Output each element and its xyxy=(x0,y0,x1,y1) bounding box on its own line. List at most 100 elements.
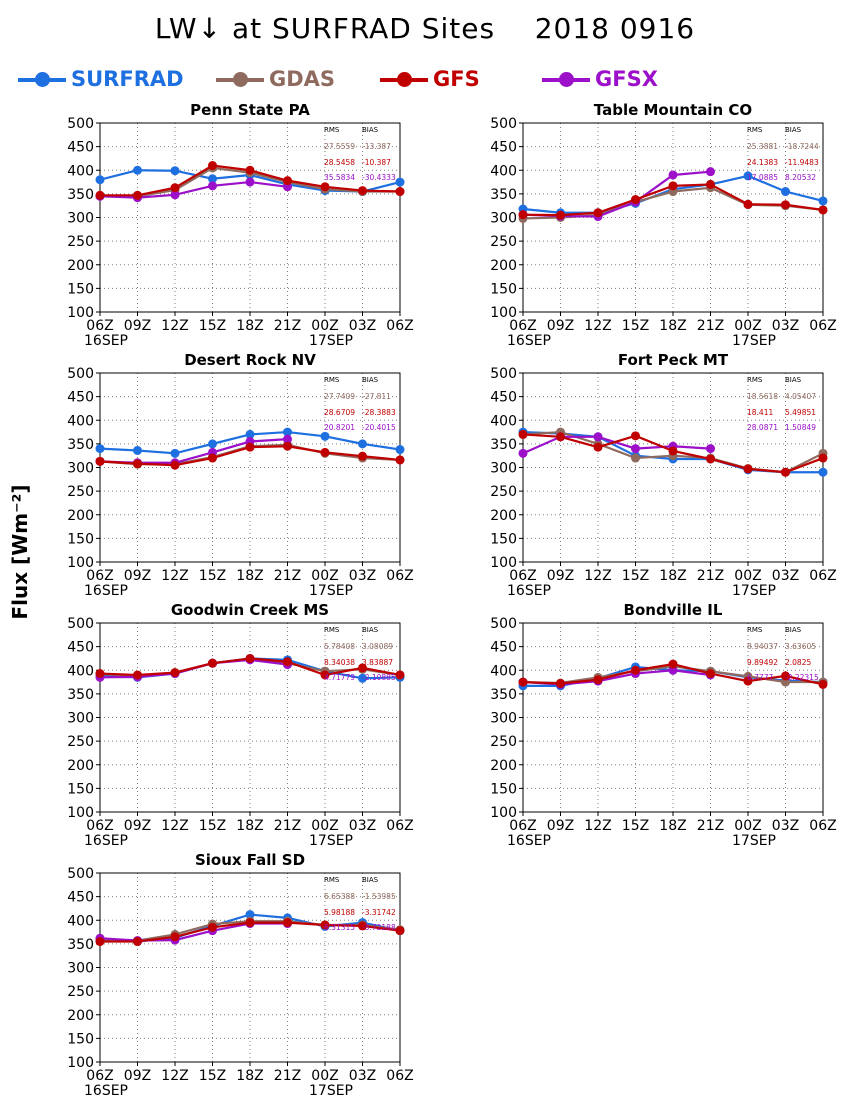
y-tick-label: 250 xyxy=(490,734,517,750)
x-tick-label: 06Z xyxy=(509,568,536,584)
data-point-surfrad xyxy=(208,439,217,449)
data-point-gfs xyxy=(208,161,217,171)
stats-rms-gfs: 5.98188 xyxy=(324,908,355,917)
y-tick-label: 250 xyxy=(490,234,517,250)
y-tick-label: 100 xyxy=(67,1055,94,1071)
stats-rms-gfsx: 28.0871 xyxy=(747,423,778,432)
x-tick-label: 12Z xyxy=(584,818,611,834)
y-tick-label: 100 xyxy=(67,805,94,821)
stats-bias-gdas: 3.08089 xyxy=(362,642,393,651)
stats-bias-gdas: 3.63605 xyxy=(785,642,816,651)
x-date-label: 16SEP xyxy=(507,833,551,849)
stats-rms-gfsx: 35.5834 xyxy=(324,173,355,182)
x-tick-label: 18Z xyxy=(236,568,263,584)
data-point-gfsx xyxy=(668,170,678,180)
stats-rms-gfsx: 6.31315 xyxy=(324,923,355,932)
x-tick-label: 09Z xyxy=(124,568,151,584)
data-point-gfs xyxy=(170,183,180,193)
y-tick-label: 200 xyxy=(67,258,94,274)
x-tick-label: 06Z xyxy=(386,568,413,584)
stats-bias-gfs: -28.3883 xyxy=(362,408,396,417)
stats-bias-gfs: -3.31742 xyxy=(362,908,396,917)
y-tick-label: 100 xyxy=(67,555,94,571)
y-tick-label: 150 xyxy=(67,281,94,297)
stats-rms-gdas: 8.94037 xyxy=(747,642,778,651)
data-point-gfs xyxy=(208,922,217,932)
y-tick-label: 200 xyxy=(67,758,94,774)
stats-header-bias: BIAS xyxy=(785,376,802,384)
x-tick-label: 06Z xyxy=(809,318,836,334)
y-tick-label: 350 xyxy=(67,187,94,203)
x-tick-label: 18Z xyxy=(659,818,686,834)
data-point-surfrad xyxy=(133,445,142,455)
y-tick-label: 250 xyxy=(490,484,517,500)
y-tick-label: 250 xyxy=(67,484,94,500)
data-point-gfsx xyxy=(245,177,255,187)
stats-header-rms: RMS xyxy=(747,126,763,134)
y-tick-label: 450 xyxy=(490,390,517,406)
y-tick-label: 400 xyxy=(490,163,517,179)
data-point-gfsx xyxy=(518,448,528,458)
y-tick-label: 350 xyxy=(67,937,94,953)
y-tick-label: 350 xyxy=(490,687,517,703)
y-tick-label: 500 xyxy=(490,616,517,632)
data-point-gfs xyxy=(320,920,330,930)
y-tick-label: 500 xyxy=(67,866,94,882)
x-tick-label: 03Z xyxy=(772,568,799,584)
x-date-label: 17SEP xyxy=(732,833,776,849)
y-tick-label: 200 xyxy=(490,258,517,274)
stats-bias-gfsx: -5.72188 xyxy=(362,923,396,932)
panel-5: Bondville IL 100 150 200 250 300 350 400 450 500 0… xyxy=(490,601,836,849)
y-tick-label: 450 xyxy=(67,390,94,406)
data-point-gfs xyxy=(208,658,217,668)
data-point-gfs xyxy=(170,668,180,678)
stats-bias-gfsx: 8.20532 xyxy=(785,173,816,182)
y-tick-label: 250 xyxy=(67,984,94,1000)
data-point-surfrad xyxy=(245,910,255,920)
data-point-gfs xyxy=(358,186,367,196)
x-tick-label: 00Z xyxy=(311,1068,338,1084)
data-point-gfs xyxy=(95,937,105,947)
y-tick-label: 400 xyxy=(67,913,94,929)
stats-bias-gfsx: -2.10885 xyxy=(362,673,396,682)
stats-header-bias: BIAS xyxy=(362,126,379,134)
data-point-surfrad xyxy=(245,429,255,439)
x-tick-label: 15Z xyxy=(622,318,649,334)
y-tick-label: 200 xyxy=(490,758,517,774)
data-point-surfrad xyxy=(395,177,405,187)
data-point-gfs xyxy=(133,670,142,680)
panel-title: Goodwin Creek MS xyxy=(171,601,329,619)
data-point-surfrad xyxy=(320,431,330,441)
legend-marker-gdas xyxy=(233,72,248,87)
x-tick-label: 06Z xyxy=(86,318,113,334)
stats-rms-gfs: 18.411 xyxy=(747,408,773,417)
data-point-surfrad xyxy=(95,444,105,454)
stats-rms-gfs: 8.34038 xyxy=(324,658,355,667)
data-point-gdas xyxy=(631,453,640,463)
y-tick-label: 100 xyxy=(490,305,517,321)
x-tick-label: 21Z xyxy=(697,818,724,834)
x-tick-label: 03Z xyxy=(349,318,376,334)
x-tick-label: 15Z xyxy=(622,818,649,834)
x-tick-label: 03Z xyxy=(349,818,376,834)
data-point-gfs xyxy=(245,653,255,663)
y-tick-label: 300 xyxy=(67,711,94,727)
stats-header-bias: BIAS xyxy=(362,626,379,634)
data-point-surfrad xyxy=(395,445,405,455)
x-tick-label: 15Z xyxy=(199,818,226,834)
stats-header-rms: RMS xyxy=(747,626,763,634)
data-point-gfs xyxy=(818,679,828,689)
x-tick-label: 21Z xyxy=(697,318,724,334)
stats-bias-gfs: -10.387 xyxy=(362,158,391,167)
stats-rms-gdas: 18.5618 xyxy=(747,392,778,401)
data-point-gfs xyxy=(208,453,217,463)
stats-rms-gfs: 28.6709 xyxy=(324,408,355,417)
data-point-gfs xyxy=(395,455,405,465)
stats-bias-gfsx: -2.22315 xyxy=(785,673,819,682)
data-point-gfs xyxy=(170,932,180,942)
data-point-gfs xyxy=(133,459,142,469)
y-tick-label: 300 xyxy=(67,461,94,477)
x-tick-label: 06Z xyxy=(386,318,413,334)
data-point-gfsx xyxy=(593,432,603,442)
